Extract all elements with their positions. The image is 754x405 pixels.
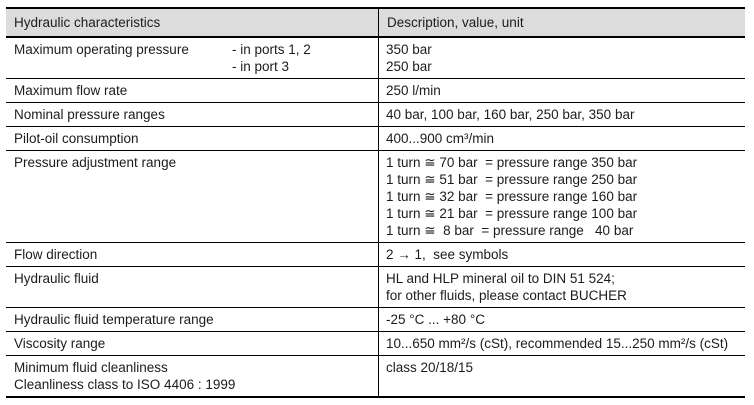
- row-value-cell: 2 → 1, see symbols: [378, 243, 745, 266]
- row-value-cell: 250 l/min: [378, 79, 745, 102]
- header-col-description: Description, value, unit: [378, 9, 745, 36]
- row-label: Minimum fluid cleanliness: [14, 360, 168, 375]
- table-row-minimum-fluid-cleanliness: Minimum fluid cleanliness Cleanliness cl…: [6, 356, 745, 396]
- row-sub-labels: - in ports 1, 2 - in port 3: [232, 41, 372, 75]
- value-line: for other fluids, please contact BUCHER: [386, 288, 627, 303]
- table-row-pressure-adjustment-range: Pressure adjustment range 1 turn ≅ 70 ba…: [6, 151, 745, 243]
- row-label: Maximum operating pressure: [14, 42, 189, 57]
- row-label-cell: Pressure adjustment range: [6, 151, 378, 242]
- row-value-cell: 1 turn ≅ 70 bar = pressure range 350 bar…: [378, 151, 745, 242]
- value-line: class 20/18/15: [386, 360, 474, 375]
- row-label-cell: Maximum flow rate: [6, 79, 378, 102]
- sub-label-line: - in ports 1, 2: [232, 42, 311, 57]
- sub-label-line: - in port 3: [232, 59, 290, 74]
- row-label: Pressure adjustment range: [14, 155, 177, 170]
- row-label-cell: Viscosity range: [6, 332, 378, 355]
- value-line: 250 l/min: [386, 83, 441, 98]
- row-label-line2: Cleanliness class to ISO 4406 : 1999: [14, 377, 236, 392]
- value-line: 350 bar: [386, 42, 432, 57]
- value-line: 1 turn ≅ 32 bar = pressure range 160 bar: [386, 189, 638, 204]
- row-label: Maximum flow rate: [14, 83, 128, 98]
- row-label-cell: Flow direction: [6, 243, 378, 266]
- table-header-row: Hydraulic characteristics Description, v…: [6, 9, 745, 38]
- table-row-maximum-flow-rate: Maximum flow rate 250 l/min: [6, 79, 745, 103]
- value-line: 1 turn ≅ 51 bar = pressure range 250 bar: [386, 172, 638, 187]
- row-label-cell: Pilot-oil consumption: [6, 127, 378, 150]
- value-line: 1 turn ≅ 70 bar = pressure range 350 bar: [386, 155, 638, 170]
- table-row-hydraulic-fluid-temperature-range: Hydraulic fluid temperature range -25 °C…: [6, 308, 745, 332]
- value-line: 2 → 1, see symbols: [386, 247, 509, 262]
- row-label: Hydraulic fluid temperature range: [14, 312, 214, 327]
- value-line: 10...650 mm²/s (cSt), recommended 15...2…: [386, 336, 729, 351]
- row-value-cell: HL and HLP mineral oil to DIN 51 524; fo…: [378, 267, 745, 307]
- row-label-cell: Minimum fluid cleanliness Cleanliness cl…: [6, 356, 378, 396]
- value-line: 40 bar, 100 bar, 160 bar, 250 bar, 350 b…: [386, 107, 635, 122]
- table-row-nominal-pressure-ranges: Nominal pressure ranges 40 bar, 100 bar,…: [6, 103, 745, 127]
- table-row-pilot-oil-consumption: Pilot-oil consumption 400...900 cm³/min: [6, 127, 745, 151]
- table-row-maximum-operating-pressure: Maximum operating pressure - in ports 1,…: [6, 38, 745, 79]
- value-line: 1 turn ≅ 8 bar = pressure range 40 bar: [386, 223, 634, 238]
- row-value-cell: 10...650 mm²/s (cSt), recommended 15...2…: [378, 332, 745, 355]
- row-label: Nominal pressure ranges: [14, 107, 165, 122]
- row-value-cell: 40 bar, 100 bar, 160 bar, 250 bar, 350 b…: [378, 103, 745, 126]
- value-line: -25 °C ... +80 °C: [386, 312, 485, 327]
- table-row-viscosity-range: Viscosity range 10...650 mm²/s (cSt), re…: [6, 332, 745, 356]
- value-line: 400...900 cm³/min: [386, 131, 495, 146]
- row-label: Viscosity range: [14, 336, 106, 351]
- table-row-hydraulic-fluid: Hydraulic fluid HL and HLP mineral oil t…: [6, 267, 745, 308]
- row-value-cell: 350 bar 250 bar: [378, 38, 745, 78]
- value-line: HL and HLP mineral oil to DIN 51 524;: [386, 271, 615, 286]
- row-label-cell: Hydraulic fluid: [6, 267, 378, 307]
- row-label: Flow direction: [14, 247, 98, 262]
- row-value-cell: -25 °C ... +80 °C: [378, 308, 745, 331]
- row-label-cell: Hydraulic fluid temperature range: [6, 308, 378, 331]
- hydraulic-characteristics-table: Hydraulic characteristics Description, v…: [6, 7, 745, 398]
- row-label: Pilot-oil consumption: [14, 131, 139, 146]
- row-label-cell: Nominal pressure ranges: [6, 103, 378, 126]
- value-line: 1 turn ≅ 21 bar = pressure range 100 bar: [386, 206, 638, 221]
- row-label-cell: Maximum operating pressure - in ports 1,…: [6, 38, 378, 78]
- row-value-cell: 400...900 cm³/min: [378, 127, 745, 150]
- table-row-flow-direction: Flow direction 2 → 1, see symbols: [6, 243, 745, 267]
- value-line: 250 bar: [386, 59, 432, 74]
- row-value-cell: class 20/18/15: [378, 356, 745, 396]
- header-col-characteristics: Hydraulic characteristics: [14, 15, 161, 30]
- row-label: Hydraulic fluid: [14, 271, 99, 286]
